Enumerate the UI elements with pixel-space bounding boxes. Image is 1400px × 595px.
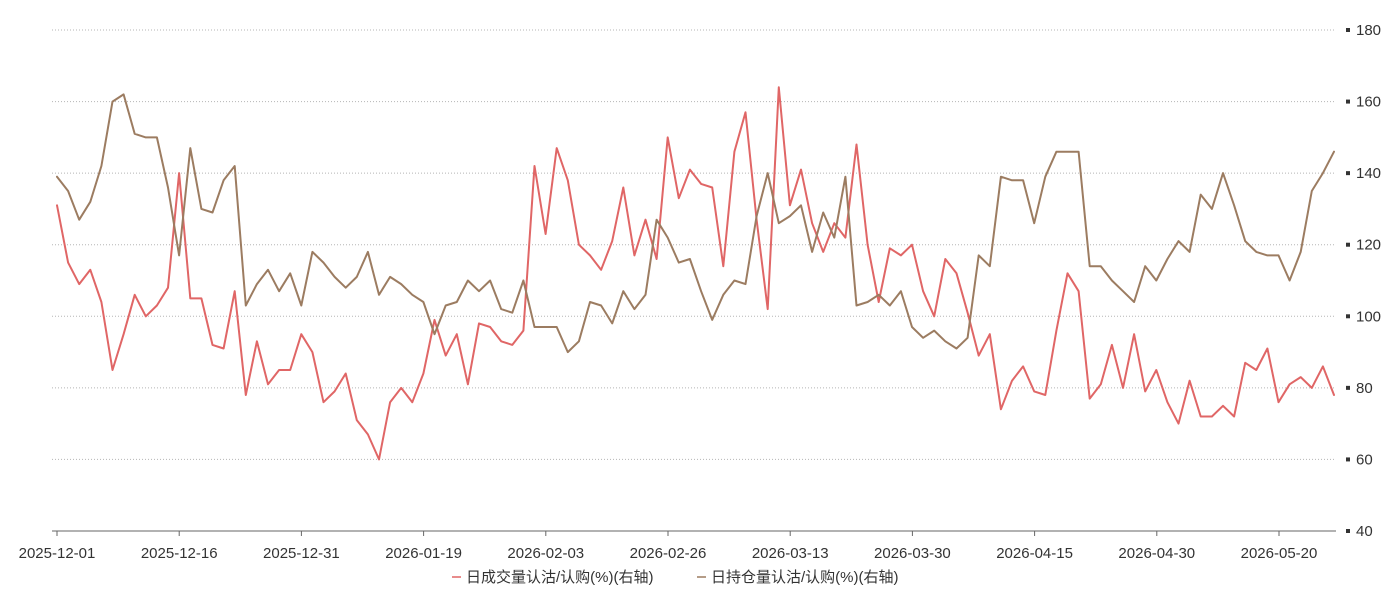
legend-label-1: 日成交量认沽/认购(%)(右轴)	[466, 568, 654, 586]
y-tick-label: 180	[1356, 22, 1381, 39]
y-tick-label: 160	[1356, 94, 1381, 111]
y-tick-label: 100	[1356, 308, 1381, 325]
x-tick-label: 2025-12-31	[263, 545, 340, 562]
y-tick-marker-40	[1346, 529, 1350, 533]
y-tick-label: 140	[1356, 165, 1381, 182]
y-tick-marker-100	[1346, 314, 1350, 319]
legend-item-2[interactable]: 日持仓量认沽/认购(%)(右轴)	[697, 569, 899, 586]
x-tick-label: 2026-05-20	[1241, 545, 1318, 562]
y-tick-marker-180	[1346, 28, 1350, 32]
legend-label-2: 日持仓量认沽/认购(%)(右轴)	[711, 569, 899, 586]
axes: 40 60 80 100 120 140 160 180 2025-12-01 2025-12-1…	[19, 22, 1381, 562]
y-tick-marker-120	[1346, 242, 1350, 247]
x-tick-label: 2025-12-16	[141, 545, 218, 562]
y-tick-marker-80	[1346, 385, 1350, 390]
y-tick-marker-160	[1346, 99, 1350, 104]
y-tick-marker-140	[1346, 171, 1350, 176]
x-tick-label: 2026-03-13	[752, 545, 829, 562]
x-tick-label: 2025-12-01	[19, 545, 96, 562]
y-tick-label: 40	[1356, 523, 1373, 540]
y-tick-label: 120	[1356, 237, 1381, 254]
x-tick-label: 2026-04-30	[1118, 545, 1195, 562]
legend-item-1[interactable]: 日成交量认沽/认购(%)(右轴)	[452, 568, 654, 586]
y-tick-label: 60	[1356, 451, 1373, 468]
series-line-2	[56, 93, 1335, 354]
gridlines	[52, 29, 1336, 460]
x-tick-label: 2026-02-03	[507, 545, 584, 562]
x-tick-label: 2026-04-15	[996, 545, 1073, 562]
x-tick-label: 2026-02-26	[630, 545, 707, 562]
y-tick-marker-60	[1346, 457, 1350, 462]
legend[interactable]: 日成交量认沽/认购(%)(右轴) 日持仓量认沽/认购(%)(右轴)	[452, 568, 899, 586]
x-tick-label: 2026-01-19	[385, 545, 462, 562]
series-lines	[56, 86, 1335, 461]
x-tick-label: 2026-03-30	[874, 545, 951, 562]
series-line-1	[56, 86, 1335, 461]
y-tick-label: 80	[1356, 380, 1373, 397]
